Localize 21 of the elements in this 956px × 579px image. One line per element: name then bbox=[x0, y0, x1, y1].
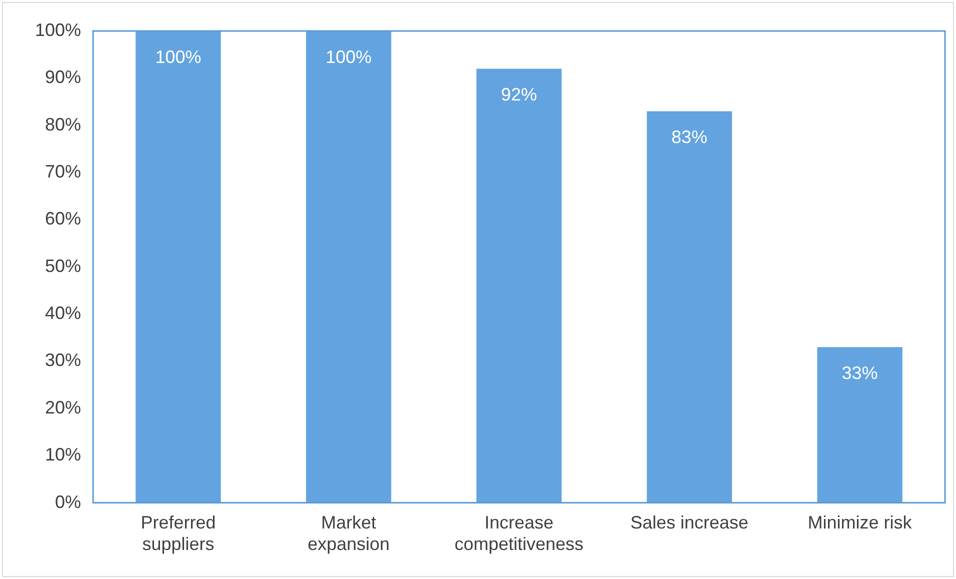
y-tick-label: 20% bbox=[45, 397, 82, 418]
x-tick-label: Market expansion bbox=[308, 512, 390, 554]
data-label: 92% bbox=[501, 84, 538, 105]
x-tick-label: Increase competitiveness bbox=[454, 512, 584, 554]
x-tick-label: Sales increase bbox=[630, 512, 748, 533]
data-label: 83% bbox=[671, 127, 708, 148]
data-label: 100% bbox=[326, 46, 372, 67]
y-tick-label: 80% bbox=[45, 114, 82, 134]
y-tick-label: 0% bbox=[55, 492, 82, 512]
x-tick-label: Minimize risk bbox=[808, 512, 913, 533]
y-tick-label: 50% bbox=[45, 256, 82, 276]
y-tick-label: 40% bbox=[45, 303, 82, 324]
y-tick-label: 30% bbox=[45, 350, 82, 370]
y-tick-label: 60% bbox=[45, 208, 82, 229]
x-tick-label: Preferred suppliers bbox=[140, 512, 216, 554]
data-label: 33% bbox=[842, 363, 878, 384]
data-label: 100% bbox=[155, 46, 202, 67]
y-tick-label: 100% bbox=[34, 20, 82, 40]
y-tick-label: 70% bbox=[45, 162, 82, 182]
y-tick-label: 10% bbox=[45, 444, 82, 465]
y-tick-label: 90% bbox=[45, 67, 82, 88]
